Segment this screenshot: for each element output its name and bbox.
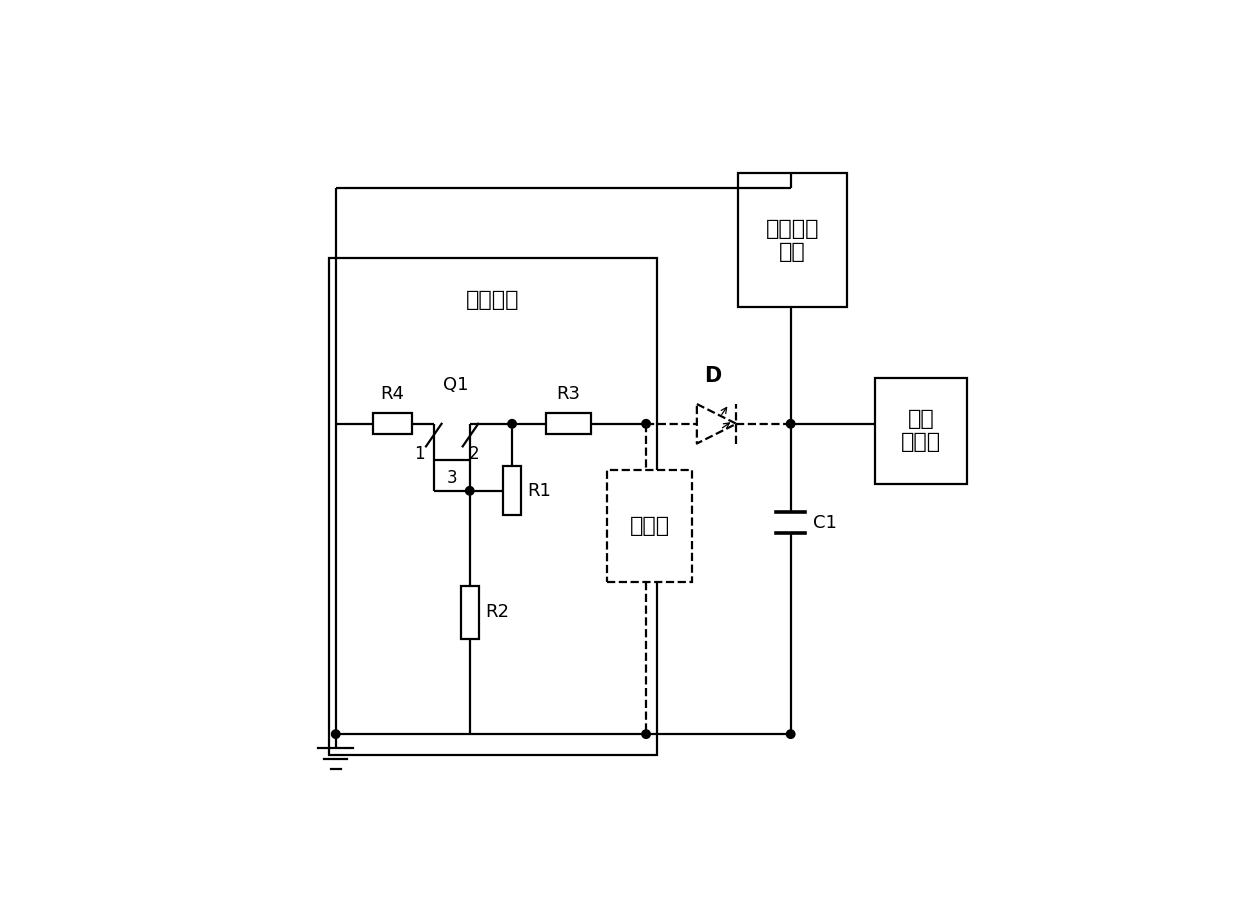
Text: R4: R4	[381, 385, 404, 403]
Bar	[329, 258, 657, 756]
Bar	[373, 413, 412, 434]
Text: Q1: Q1	[443, 376, 469, 394]
Circle shape	[508, 420, 516, 428]
Text: C1: C1	[813, 514, 837, 531]
Circle shape	[331, 730, 340, 738]
Circle shape	[642, 730, 650, 738]
Circle shape	[642, 420, 650, 428]
Text: D: D	[704, 366, 722, 387]
Text: 电能
输出端: 电能 输出端	[901, 409, 941, 453]
Circle shape	[465, 486, 474, 495]
Bar	[546, 413, 591, 434]
Text: 蓄电池: 蓄电池	[630, 516, 670, 536]
Text: R3: R3	[557, 385, 580, 403]
Circle shape	[786, 730, 795, 738]
Text: 3: 3	[446, 469, 458, 487]
Text: 充电电路: 充电电路	[466, 290, 520, 311]
Bar	[503, 466, 521, 516]
Bar	[738, 173, 847, 308]
Bar	[461, 586, 479, 639]
Text: 外部充电
电源: 外部充电 电源	[765, 219, 820, 262]
Text: R1: R1	[527, 482, 552, 500]
Circle shape	[786, 420, 795, 428]
Text: 2: 2	[469, 445, 479, 463]
Text: 1: 1	[414, 445, 424, 463]
Bar	[875, 378, 967, 484]
Bar	[608, 470, 692, 583]
Text: R2: R2	[485, 604, 510, 621]
